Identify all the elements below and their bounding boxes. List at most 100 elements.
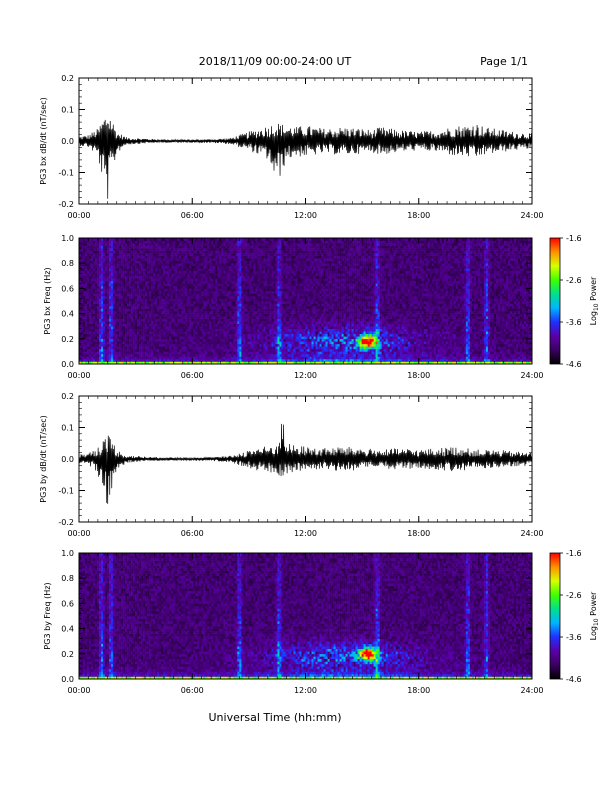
heatmap-cell (119, 343, 122, 347)
heatmap-cell (153, 356, 156, 360)
heatmap-cell (143, 331, 146, 335)
heatmap-cell (249, 248, 252, 251)
heatmap-cell (87, 358, 90, 362)
heatmap-cell (175, 348, 178, 352)
heatmap-cell (123, 331, 126, 335)
heatmap-cell (169, 311, 172, 314)
heatmap-cell (241, 248, 244, 251)
heatmap-cell (249, 338, 252, 342)
heatmap-cell (83, 333, 86, 337)
heatmap-cell (141, 313, 144, 317)
heatmap-cell (259, 263, 262, 267)
heatmap-cell (185, 356, 188, 360)
heatmap-cell (263, 318, 266, 322)
heatmap-cell (89, 278, 92, 282)
heatmap-cell (213, 313, 216, 317)
heatmap-cell (237, 255, 240, 259)
heatmap-cell (131, 323, 134, 327)
heatmap-cell (117, 336, 120, 340)
heatmap-cell (121, 313, 124, 317)
heatmap-cell (253, 301, 256, 304)
heatmap-cell (175, 313, 178, 317)
heatmap-cell (237, 351, 240, 355)
heatmap-cell (131, 328, 134, 332)
heatmap-cell (145, 250, 148, 254)
heatmap-cell (221, 336, 224, 340)
heatmap-cell (99, 258, 102, 261)
heatmap-cell (249, 268, 252, 272)
heatmap-cell (83, 318, 86, 322)
heatmap-cell (95, 331, 98, 335)
heatmap-cell (267, 238, 270, 241)
heatmap-cell (205, 313, 208, 317)
heatmap-cell (161, 348, 164, 352)
heatmap-cell (215, 278, 218, 282)
heatmap-cell (143, 358, 146, 362)
heatmap-cell (261, 316, 264, 319)
heatmap-cell (211, 361, 214, 365)
heatmap-cell (193, 288, 196, 292)
heatmap-cell (229, 326, 232, 330)
heatmap-cell (241, 301, 244, 304)
heatmap-cell (87, 273, 90, 277)
heatmap-cell (139, 243, 142, 246)
heatmap-cell (199, 326, 202, 330)
heatmap-cell (241, 293, 244, 297)
heatmap-cell (167, 343, 170, 347)
heatmap-cell (221, 283, 224, 287)
heatmap-cell (263, 353, 266, 357)
heatmap-cell (255, 303, 258, 307)
heatmap-cell (83, 306, 86, 309)
heatmap-cell (129, 316, 132, 319)
heatmap-cell (253, 303, 256, 307)
heatmap-cell (239, 336, 242, 340)
heatmap-cell (81, 341, 84, 345)
heatmap-cell (151, 351, 154, 355)
heatmap-cell (91, 263, 94, 267)
heatmap-cell (207, 263, 210, 267)
heatmap-cell (241, 336, 244, 340)
heatmap-cell (107, 323, 110, 327)
heatmap-cell (135, 318, 138, 322)
heatmap-cell (221, 265, 224, 269)
heatmap-cell (235, 303, 238, 307)
heatmap-cell (167, 285, 170, 289)
heatmap-cell (113, 358, 116, 362)
heatmap-cell (259, 245, 262, 249)
heatmap-cell (141, 301, 144, 304)
heatmap-cell (235, 295, 238, 299)
heatmap-cell (209, 313, 212, 317)
heatmap-cell (85, 361, 88, 365)
heatmap-cell (97, 278, 100, 282)
heatmap-cell (229, 346, 232, 350)
heatmap-cell (97, 326, 100, 330)
heatmap-cell (253, 358, 256, 362)
heatmap-cell (115, 258, 118, 261)
heatmap-cell (255, 273, 258, 277)
heatmap-cell (187, 248, 190, 251)
heatmap-cell (225, 290, 228, 294)
heatmap-cell (227, 268, 230, 272)
heatmap-cell (257, 283, 260, 287)
heatmap-cell (259, 275, 262, 279)
heatmap-cell (155, 255, 158, 259)
heatmap-cell (119, 238, 122, 241)
heatmap-cell (205, 308, 208, 312)
heatmap-cell (165, 268, 168, 272)
heatmap-cell (219, 253, 222, 256)
heatmap-cell (123, 288, 126, 292)
heatmap-cell (79, 265, 82, 269)
heatmap-cell (155, 280, 158, 284)
heatmap-cell (139, 258, 142, 261)
heatmap-cell (157, 321, 160, 324)
heatmap-cell (201, 341, 204, 345)
heatmap-cell (211, 316, 214, 319)
heatmap-cell (193, 273, 196, 277)
heatmap-cell (249, 328, 252, 332)
heatmap-cell (181, 243, 184, 246)
heatmap-cell (187, 341, 190, 345)
heatmap-cell (129, 303, 132, 307)
heatmap-cell (151, 316, 154, 319)
heatmap-cell (197, 351, 200, 355)
heatmap-cell (185, 250, 188, 254)
